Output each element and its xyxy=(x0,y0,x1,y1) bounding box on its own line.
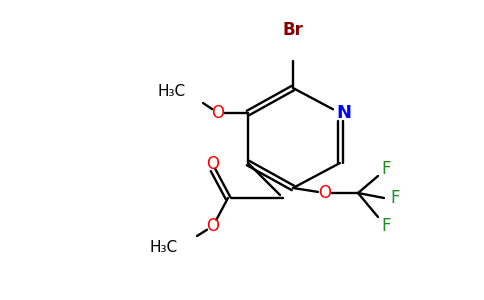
Text: O: O xyxy=(318,184,332,202)
Text: N: N xyxy=(336,104,351,122)
Text: F: F xyxy=(390,189,400,207)
Text: F: F xyxy=(381,217,391,235)
Text: H₃C: H₃C xyxy=(158,83,186,98)
Text: O: O xyxy=(207,217,220,235)
Text: O: O xyxy=(212,104,225,122)
Text: Br: Br xyxy=(283,21,303,39)
Text: H₃C: H₃C xyxy=(150,241,178,256)
Text: O: O xyxy=(207,155,220,173)
Text: F: F xyxy=(381,160,391,178)
